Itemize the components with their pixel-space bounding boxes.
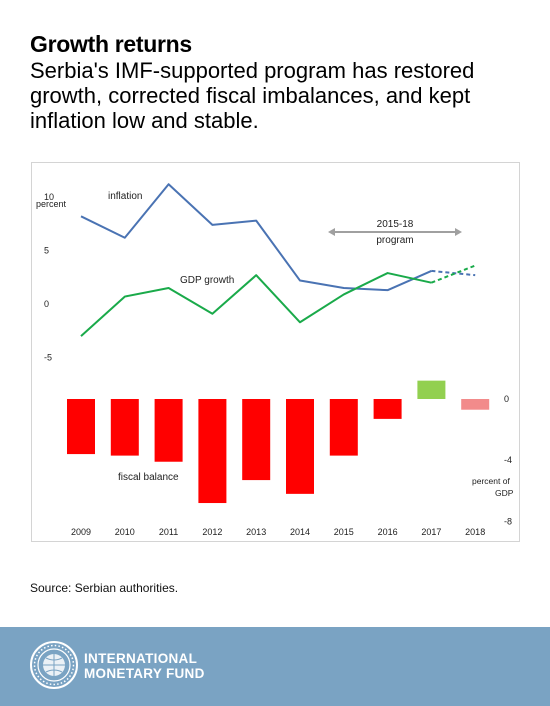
fiscal-bar-2011 [154,399,183,462]
fiscal-bar-2012 [198,399,227,504]
series-label-inflation: inflation [108,191,142,202]
source-note: Source: Serbian authorities. [30,581,179,595]
bottom-unit-label-1: percent of [472,476,510,486]
program-label-text: program [376,235,413,246]
xtick-label-2012: 2012 [202,527,222,537]
bottom-ytick-label: 0 [504,394,509,404]
top-ytick-label: 5 [44,246,49,256]
xtick-label-2010: 2010 [115,527,135,537]
top-ytick-label: 10 [44,192,54,202]
xtick-label-2017: 2017 [421,527,441,537]
program-label-years: 2015-18 [377,219,414,230]
program-arrow-right-head [455,228,462,236]
program-arrow-left-head [328,228,335,236]
org-name-line2: MONETARY FUND [84,666,205,681]
line-series-layer [80,183,476,337]
xtick-label-2016: 2016 [378,527,398,537]
fiscal-bar-2018 [461,399,490,410]
top-ytick-label: -5 [44,353,52,363]
fiscal-balance-bars [67,380,490,504]
imf-footer: INTERNATIONAL MONETARY FUND [0,627,550,706]
fiscal-bar-2013 [242,399,271,481]
xtick-label-2015: 2015 [334,527,354,537]
series-label-gdp-growth: GDP growth [180,275,234,286]
xtick-label-2018: 2018 [465,527,485,537]
chart-area: 10 5 0 -5 percent inflation GDP growth 2015-18 p… [31,162,520,542]
fiscal-bar-2009 [67,399,95,455]
chart-labels-layer: 10 5 0 -5 percent inflation GDP growth 2015-18 p… [36,191,514,537]
chart-title: Growth returns [30,31,192,57]
fiscal-bar-2014 [286,399,314,494]
fiscal-bar-2015 [329,399,358,456]
line-inflation [80,183,432,292]
line-projection-gdp-growth [431,264,476,284]
bottom-ytick-label: -4 [504,455,512,465]
xtick-label-2013: 2013 [246,527,266,537]
top-unit-label: percent [36,199,67,209]
imf-seal-icon [30,641,78,689]
org-name-line1: INTERNATIONAL [84,651,198,666]
fiscal-bar-2016 [373,399,402,419]
xtick-label-2009: 2009 [71,527,91,537]
xtick-label-2011: 2011 [159,527,178,537]
top-ytick-label: 0 [44,299,49,309]
chart-subtitle: Serbia's IMF-supported program has resto… [30,58,475,133]
chart-svg: 10 5 0 -5 percent inflation GDP growth 2015-18 p… [36,183,514,537]
line-gdp-growth [80,272,432,337]
bottom-ytick-label: -8 [504,516,512,526]
imf-wordmark: INTERNATIONAL MONETARY FUND [84,651,284,681]
xtick-label-2014: 2014 [290,527,310,537]
series-label-fiscal-balance: fiscal balance [118,472,179,483]
fiscal-bar-2010 [110,399,139,456]
bottom-unit-label-2: GDP [495,488,514,498]
fiscal-bar-2017 [417,380,446,399]
